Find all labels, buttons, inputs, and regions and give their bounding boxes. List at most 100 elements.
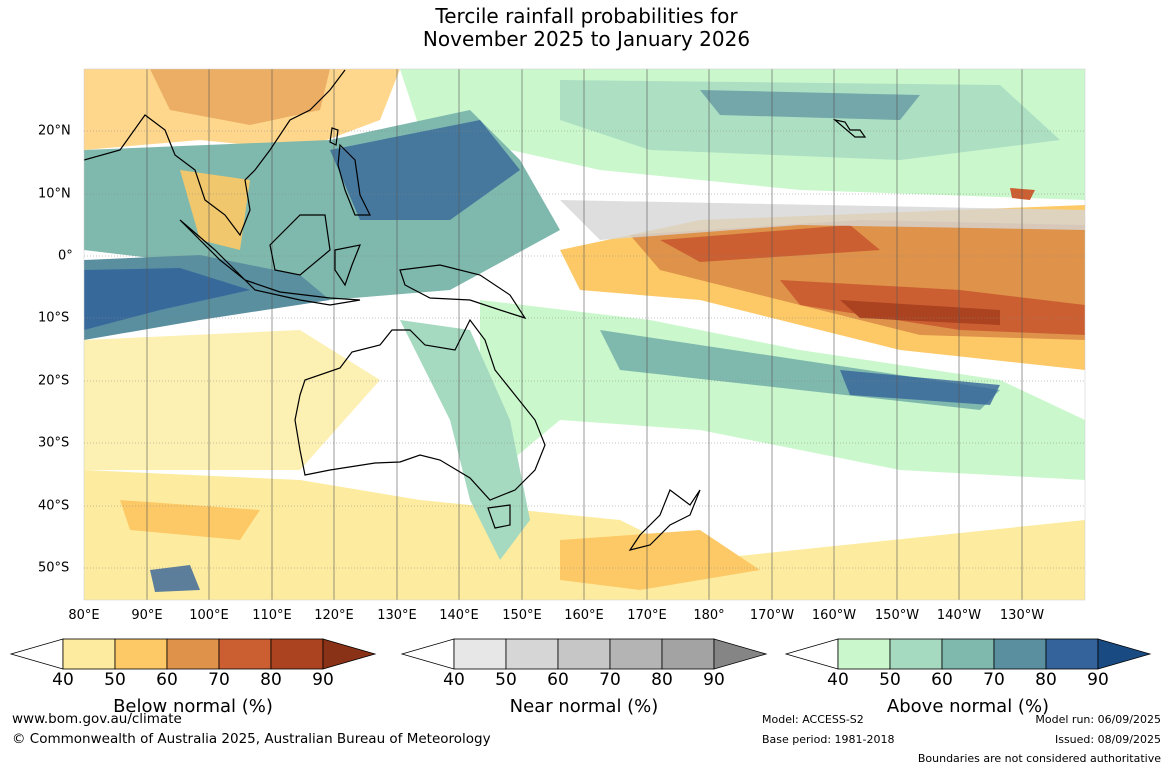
probability-map bbox=[83, 68, 1086, 601]
colorbar-tick: 40 bbox=[827, 670, 849, 690]
tasmania-coastline bbox=[487, 504, 511, 529]
lon-label: 170°W bbox=[749, 608, 795, 623]
colorbar-near-normal bbox=[401, 638, 768, 670]
lon-label: 90°E bbox=[131, 608, 163, 623]
colorbar-high-arrow bbox=[1097, 638, 1152, 670]
field-patch bbox=[560, 80, 1060, 160]
colorbar-tick: 80 bbox=[260, 670, 282, 690]
field-patch bbox=[400, 320, 530, 560]
field-patch bbox=[1010, 188, 1035, 200]
colorbar-segment bbox=[270, 638, 324, 670]
colorbar-tick: 40 bbox=[52, 670, 74, 690]
lon-label: 150°E bbox=[502, 608, 542, 623]
colorbar-low-arrow bbox=[401, 638, 455, 670]
colorbar-segment bbox=[1045, 638, 1099, 670]
map-field bbox=[84, 69, 1085, 600]
colorbar-tick: 60 bbox=[156, 670, 178, 690]
sulawesi-coastline bbox=[334, 244, 361, 287]
colorbar-tick: 70 bbox=[208, 670, 230, 690]
colorbar-low-arrow bbox=[785, 638, 839, 670]
lon-label: 130°W bbox=[999, 608, 1045, 623]
field-patch bbox=[840, 370, 1000, 405]
coastlines bbox=[84, 69, 867, 551]
field-patch bbox=[560, 200, 1085, 240]
colorbar-high-arrow bbox=[322, 638, 377, 670]
new-guinea-coastline bbox=[399, 264, 527, 320]
colorbar-tick: 80 bbox=[651, 670, 673, 690]
model-text: Model: ACCESS-S2 bbox=[762, 713, 864, 726]
philippines-coastline bbox=[337, 143, 371, 216]
lon-label: 140°W bbox=[936, 608, 982, 623]
colorbar-segment bbox=[453, 638, 507, 670]
colorbar-tick: 60 bbox=[931, 670, 953, 690]
map-title-line2: November 2025 to January 2026 bbox=[422, 27, 751, 51]
lon-label: 140°E bbox=[439, 608, 479, 623]
colorbar-below-normal bbox=[10, 638, 377, 670]
lon-label: 170°E bbox=[627, 608, 667, 623]
field-patch bbox=[84, 268, 250, 330]
colorbar-tick: 80 bbox=[1035, 670, 1057, 690]
colorbar-segment bbox=[505, 638, 559, 670]
lat-label: 40°S bbox=[38, 498, 70, 514]
asia-coastline bbox=[84, 69, 346, 237]
colorbar-segment bbox=[166, 638, 220, 670]
colorbar-tick: 60 bbox=[547, 670, 569, 690]
colorbar-tick: 70 bbox=[983, 670, 1005, 690]
colorbar-segment bbox=[941, 638, 995, 670]
lat-label: 20°S bbox=[38, 373, 70, 389]
colorbar-tick: 70 bbox=[599, 670, 621, 690]
colorbar-segment bbox=[218, 638, 272, 670]
colorbar-title-below: Below normal (%) bbox=[113, 696, 273, 717]
colorbar-segment bbox=[557, 638, 611, 670]
colorbar-title-above: Above normal (%) bbox=[886, 696, 1050, 717]
model-run-text: Model run: 06/09/2025 bbox=[1035, 713, 1161, 726]
website-link[interactable]: www.bom.gov.au/climate bbox=[12, 711, 182, 727]
field-patch bbox=[700, 90, 920, 120]
field-patch bbox=[330, 120, 520, 220]
lat-label: 0° bbox=[58, 248, 73, 264]
colorbar-tick: 90 bbox=[703, 670, 725, 690]
colorbar-tick: 50 bbox=[879, 670, 901, 690]
lon-label: 110°E bbox=[252, 608, 292, 623]
lon-label: 100°E bbox=[189, 608, 229, 623]
new-zealand-coastline bbox=[628, 489, 701, 551]
lon-label: 180° bbox=[693, 608, 725, 623]
field-patch bbox=[560, 530, 760, 590]
lat-label: 10°N bbox=[38, 186, 71, 202]
lon-label: 160°W bbox=[811, 608, 857, 623]
colorbar-title-near: Near normal (%) bbox=[509, 696, 659, 717]
field-patch bbox=[150, 69, 330, 125]
lon-label: 80°E bbox=[68, 608, 100, 623]
lon-label: 120°E bbox=[314, 608, 354, 623]
field-patch bbox=[150, 565, 200, 592]
colorbar-segment bbox=[661, 638, 715, 670]
lat-label: 20°N bbox=[38, 123, 71, 139]
copyright-text: © Commonwealth of Australia 2025, Austra… bbox=[12, 731, 491, 747]
colorbar-tick: 50 bbox=[495, 670, 517, 690]
lon-label: 160°E bbox=[564, 608, 604, 623]
lat-label: 50°S bbox=[38, 560, 70, 576]
colorbar-tick: 50 bbox=[104, 670, 126, 690]
colorbar-segment bbox=[889, 638, 943, 670]
field-patch bbox=[660, 225, 880, 262]
colorbar-tick: 90 bbox=[1087, 670, 1109, 690]
colorbar-low-arrow bbox=[10, 638, 64, 670]
sumatra-java-coastline bbox=[179, 219, 361, 306]
lon-label: 150°W bbox=[874, 608, 920, 623]
field-patch bbox=[120, 500, 260, 540]
lon-label: 130°E bbox=[377, 608, 417, 623]
lat-label: 10°S bbox=[38, 310, 70, 326]
lat-label: 30°S bbox=[38, 435, 70, 451]
field-patch bbox=[180, 170, 250, 250]
taiwan-coastline bbox=[329, 127, 339, 146]
colorbar-segment bbox=[609, 638, 663, 670]
hawaii-coastline bbox=[832, 118, 867, 138]
field-patch bbox=[840, 300, 1000, 325]
colorbar-high-arrow bbox=[713, 638, 768, 670]
base-period-text: Base period: 1981-2018 bbox=[762, 733, 895, 746]
map-title-line1: Tercile rainfall probabilities for bbox=[435, 4, 738, 28]
field-patch bbox=[84, 330, 380, 470]
graticule bbox=[84, 130, 1085, 569]
australia-coastline bbox=[294, 318, 546, 501]
colorbar-tick: 90 bbox=[312, 670, 334, 690]
